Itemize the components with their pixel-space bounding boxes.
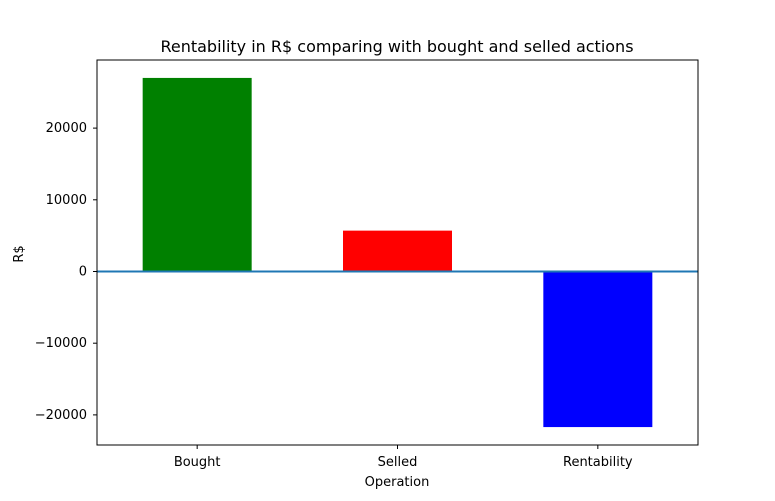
bar-bought: [142, 77, 252, 272]
bars-layer: [142, 77, 653, 428]
ticks-layer: Bought Selled Rentability −20000 −10000 0 1000…: [35, 121, 633, 470]
x-tick-label: Selled: [378, 455, 418, 470]
bar-rentability: [543, 271, 653, 428]
y-tick-label: −20000: [35, 408, 87, 423]
x-axis-label: Operation: [365, 475, 430, 490]
x-tick-label: Rentability: [563, 455, 633, 470]
bar-selled: [343, 230, 452, 272]
y-tick-label: 20000: [46, 121, 87, 136]
y-tick-label: −10000: [35, 336, 87, 351]
y-tick-label: 10000: [46, 193, 87, 208]
y-tick-label: 0: [79, 264, 87, 279]
chart-title: Rentability in R$ comparing with bought …: [160, 37, 633, 56]
y-axis-label: R$: [12, 245, 27, 262]
x-tick-label: Bought: [174, 455, 221, 470]
